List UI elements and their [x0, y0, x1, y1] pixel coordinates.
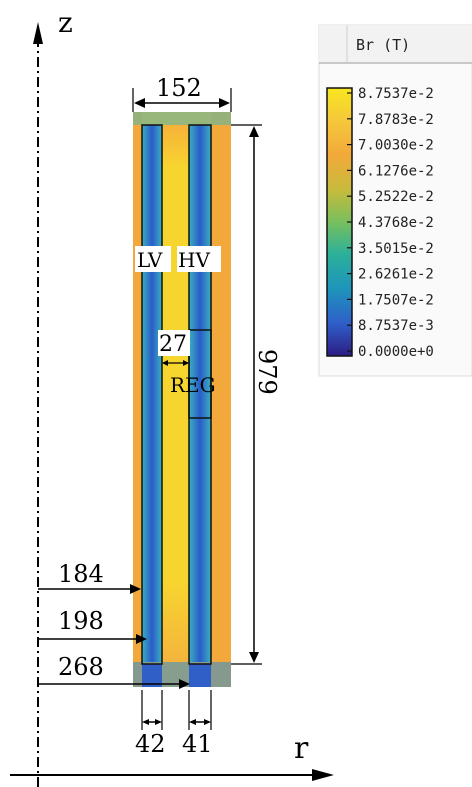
hv-label: HV — [178, 248, 210, 272]
center-duct-field — [162, 125, 189, 662]
lv-outer-radius-label: 198 — [58, 607, 104, 635]
lv-radius-label: 184 — [58, 560, 104, 588]
hv-radius-label: 268 — [58, 653, 104, 681]
colorbar-tick-label: 3.5015e-2 — [358, 241, 434, 257]
colorbar-tick-label: 5.2522e-2 — [358, 189, 434, 205]
z-axis-label: z — [58, 6, 73, 39]
legend-title: Br (T) — [356, 36, 410, 54]
reg-label: REG — [170, 373, 216, 397]
colorbar-tick-label: 7.0030e-2 — [358, 138, 434, 154]
hv-width-label: 41 — [182, 730, 213, 758]
colorbar-tick-label: 8.7537e-3 — [358, 318, 434, 334]
colorbar-tick-label: 4.3768e-2 — [358, 215, 434, 231]
colorbar-tick-label: 0.0000e+0 — [358, 344, 434, 360]
colorbar-ticks: 8.7537e-2 7.8783e-2 7.0030e-2 6.1276e-2 5.25… — [347, 86, 434, 360]
lv-width-label: 42 — [135, 730, 166, 758]
colorbar-tick-label: 1.7507e-2 — [358, 292, 434, 308]
z-axis-arrow — [33, 22, 43, 44]
colorbar-tick-label: 8.7537e-2 — [358, 86, 434, 102]
lv-winding-outline — [141, 124, 163, 665]
r-axis-arrow — [312, 769, 334, 781]
width-dimension-label: 152 — [156, 74, 202, 102]
gap-dimension-label: 27 — [159, 332, 187, 357]
r-axis-label: r — [294, 731, 309, 766]
colorbar-tick-label: 7.8783e-2 — [358, 112, 434, 128]
height-dimension-label: 979 — [253, 349, 281, 395]
lv-winding-field — [142, 125, 162, 662]
colorbar-tick-label: 2.6261e-2 — [358, 267, 434, 283]
reg-winding-outline — [188, 329, 212, 419]
field-plot — [133, 112, 231, 687]
lv-label: LV — [137, 248, 163, 272]
colorbar-legend: Br (T) 8.7537e-2 7.8783e-2 7.0030e-2 6.1276… — [318, 24, 472, 377]
colorbar-tick-label: 6.1276e-2 — [358, 163, 434, 179]
